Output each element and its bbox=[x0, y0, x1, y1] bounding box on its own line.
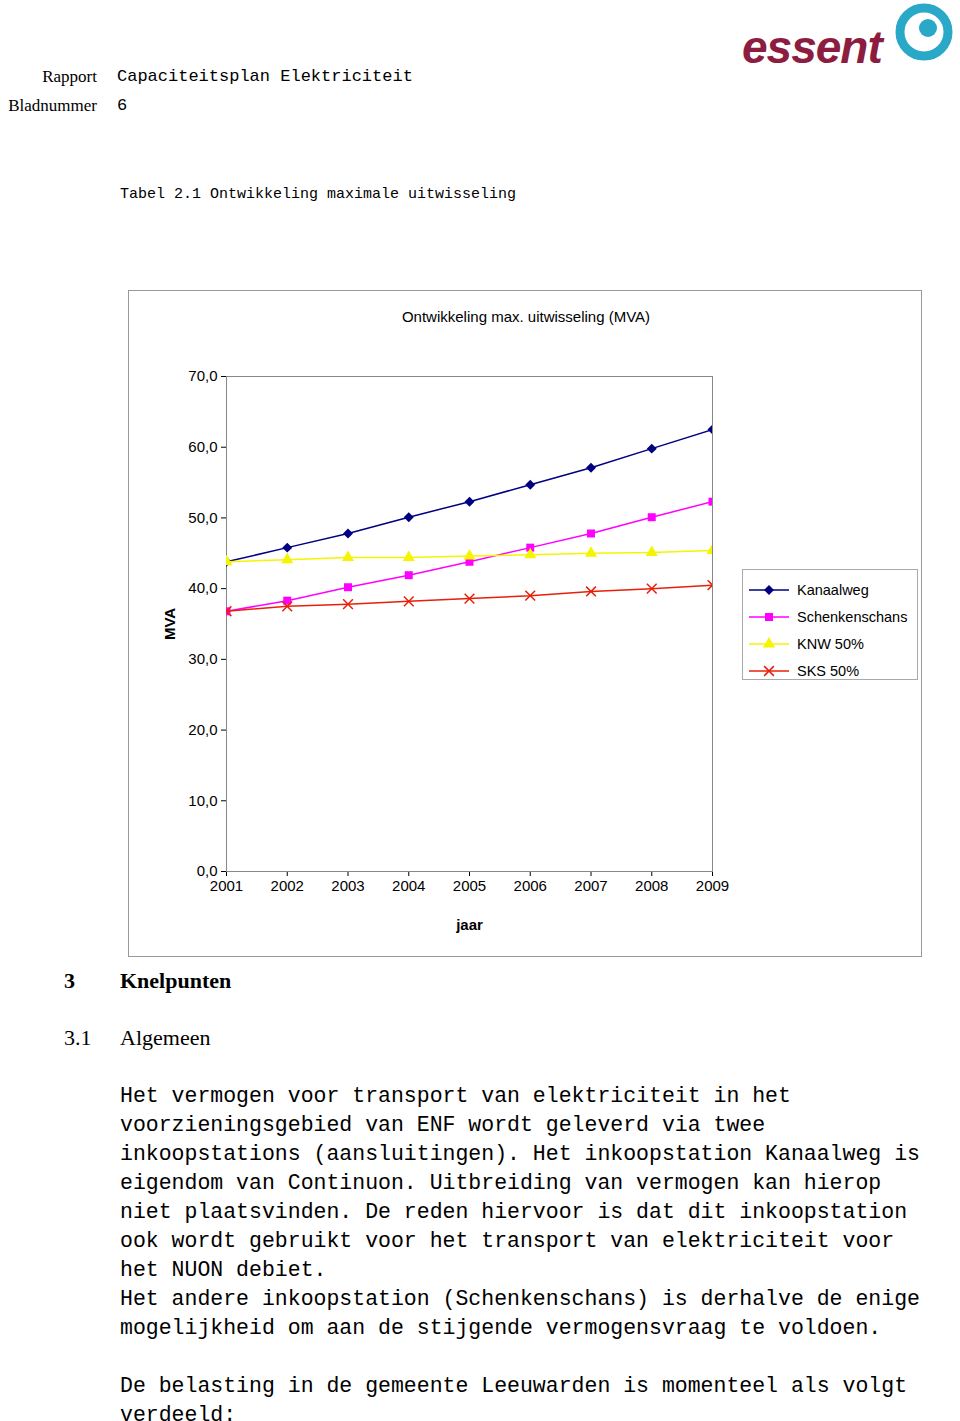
html-text:Tabel 2.1 Ontwikkeling maximal: Tabel 2.1 Ontwikkeling maximale uitwisse… bbox=[120, 186, 517, 203]
html-text:essent: essent bbox=[742, 21, 882, 73]
html-text:mogelijkheid om aan de stijgen: mogelijkheid om aan de stijgende vermoge… bbox=[120, 1316, 882, 1340]
html-text:niet plaatsvinden. De reden hi: niet plaatsvinden. De reden hiervoor is … bbox=[120, 1200, 907, 1224]
svg-text:60,0: 60,0 bbox=[188, 438, 217, 455]
html-text:6: 6 bbox=[117, 96, 128, 115]
html-text:SKS 50%: SKS 50% bbox=[797, 662, 860, 679]
svg-text:2003: 2003 bbox=[331, 877, 364, 894]
svg-text:2005: 2005 bbox=[453, 877, 486, 894]
html-text:ook wordt gebruikt voor het tr: ook wordt gebruikt voor het transport va… bbox=[120, 1229, 895, 1253]
svg-text:50,0: 50,0 bbox=[188, 509, 217, 526]
html-text:Knelpunten: Knelpunten bbox=[120, 968, 232, 993]
html-text:inkoopstations (aansluitingen): inkoopstations (aansluitingen). Het inko… bbox=[120, 1142, 920, 1166]
html-text:Ontwikkeling max. uitwisseling: Ontwikkeling max. uitwisseling (MVA) bbox=[401, 308, 651, 325]
html-text:De belasting in de gemeente Le: De belasting in de gemeente Leeuwarden i… bbox=[120, 1374, 907, 1398]
svg-text:MVA: MVA bbox=[161, 608, 178, 640]
html-text:Het vermogen voor transport va: Het vermogen voor transport van elektric… bbox=[120, 1084, 791, 1108]
svg-text:40,0: 40,0 bbox=[188, 579, 217, 596]
html-text:Het andere inkoopstation (Sche: Het andere inkoopstation (Schenkenschans… bbox=[120, 1287, 920, 1311]
html-text:eigendom van Continuon. Uitbre: eigendom van Continuon. Uitbreiding van … bbox=[120, 1171, 882, 1195]
html-text:voorzieningsgebied van ENF wor: voorzieningsgebied van ENF wordt gelever… bbox=[120, 1113, 766, 1137]
html-text:KNW 50%: KNW 50% bbox=[797, 635, 864, 652]
html-text:Capaciteitsplan Elektriciteit: Capaciteitsplan Elektriciteit bbox=[117, 67, 413, 86]
html-text:3.1: 3.1 bbox=[64, 1025, 92, 1050]
html-text:Bladnummer: Bladnummer bbox=[8, 96, 97, 115]
html-text:Rapport: Rapport bbox=[42, 67, 97, 86]
svg-text:10,0: 10,0 bbox=[188, 792, 217, 809]
svg-text:2007: 2007 bbox=[574, 877, 607, 894]
html-text:Kanaalweg: Kanaalweg bbox=[797, 581, 869, 598]
html-text:3: 3 bbox=[64, 968, 75, 993]
html-text:Algemeen: Algemeen bbox=[120, 1025, 211, 1050]
svg-text:2002: 2002 bbox=[271, 877, 304, 894]
html-text:Schenkenschans: Schenkenschans bbox=[797, 608, 908, 625]
svg-text:2001: 2001 bbox=[210, 877, 243, 894]
svg-text:2006: 2006 bbox=[514, 877, 547, 894]
svg-text:30,0: 30,0 bbox=[188, 650, 217, 667]
svg-text:70,0: 70,0 bbox=[188, 367, 217, 384]
svg-text:20,0: 20,0 bbox=[188, 721, 217, 738]
svg-text:2008: 2008 bbox=[635, 877, 668, 894]
svg-text:jaar: jaar bbox=[455, 916, 483, 933]
svg-text:2009: 2009 bbox=[696, 877, 729, 894]
svg-text:2004: 2004 bbox=[392, 877, 425, 894]
html-text:het NUON debiet.: het NUON debiet. bbox=[120, 1258, 327, 1282]
svg-text:0,0: 0,0 bbox=[196, 862, 218, 880]
